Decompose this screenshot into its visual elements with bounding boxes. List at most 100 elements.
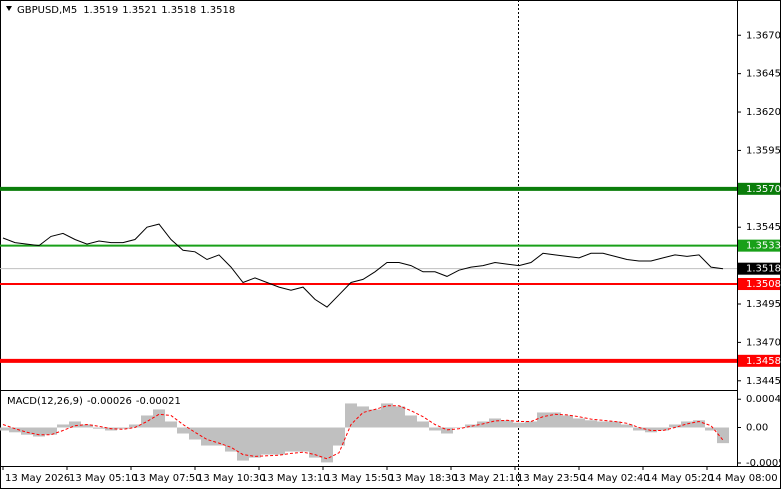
- menu-triangle[interactable]: [6, 6, 12, 11]
- x-tick-label: 13 May 13:10: [261, 473, 330, 484]
- current-price-label: 1.3518: [746, 264, 781, 275]
- macd-bar: [69, 421, 81, 428]
- y-tick-label: 0.00047: [746, 394, 781, 405]
- macd-bar: [0, 427, 9, 431]
- macd-bar: [141, 415, 153, 428]
- macd-bar: [297, 427, 309, 452]
- macd-bar: [177, 427, 189, 434]
- macd-bar: [189, 427, 201, 440]
- x-tick-label: 14 May 02:40: [581, 473, 650, 484]
- macd-bar: [9, 427, 21, 433]
- macd-bar: [561, 415, 573, 428]
- macd-bar: [369, 409, 381, 428]
- y-tick-label: 1.3470: [746, 337, 781, 348]
- macd-bar: [225, 427, 237, 452]
- x-tick-label: 13 May 15:50: [325, 473, 394, 484]
- macd-bar: [45, 427, 57, 435]
- macd-bar: [429, 427, 441, 431]
- macd-bar: [261, 427, 273, 455]
- macd-bar: [489, 418, 501, 428]
- macd-bar: [657, 427, 669, 431]
- macd-header: MACD(12,26,9) -0.00026 -0.00021: [7, 396, 181, 407]
- macd-bar: [81, 424, 93, 428]
- macd-bar: [201, 427, 213, 446]
- x-tick-label: 13 May 23:50: [517, 473, 586, 484]
- level-label-box: [738, 278, 780, 291]
- macd-bar: [249, 427, 261, 458]
- macd-bar: [537, 412, 549, 428]
- level-label-box: [738, 354, 780, 367]
- level-label-box: [738, 182, 780, 195]
- macd-bar: [513, 422, 525, 428]
- y-tick-label: 1.3545: [746, 222, 781, 233]
- high: 1.3521: [122, 5, 157, 16]
- x-tick-label: 14 May 05:20: [645, 473, 714, 484]
- macd-bar: [21, 427, 33, 435]
- macd-bar: [117, 427, 129, 429]
- macd-bar: [717, 427, 729, 444]
- macd-bar: [645, 427, 657, 433]
- x-tick-label: 13 May 18:30: [389, 473, 458, 484]
- macd-bar: [573, 418, 585, 428]
- macd-bar: [33, 427, 45, 437]
- x-tick-label: 13 May 10:30: [197, 473, 266, 484]
- macd-bar: [501, 420, 513, 428]
- y-tick-label: 1.3620: [746, 107, 781, 118]
- price-line: [2, 223, 724, 308]
- symbol: GBPUSD,M5: [17, 5, 77, 16]
- y-tick-label: 1.3595: [746, 145, 781, 156]
- macd-bar: [669, 424, 681, 428]
- macd-bar: [609, 421, 621, 428]
- y-tick-label: -0.00059: [746, 458, 781, 469]
- y-tick-label: 1.3445: [746, 376, 781, 387]
- macd-bar: [393, 406, 405, 428]
- macd-bar: [129, 424, 141, 428]
- macd-bar: [405, 415, 417, 428]
- macd-bar: [57, 424, 69, 428]
- macd-bar: [417, 421, 429, 428]
- macd-bar: [285, 427, 297, 452]
- close: 1.3518: [200, 5, 235, 16]
- macd-bar: [321, 427, 333, 463]
- macd-bar: [93, 427, 105, 429]
- current-price-box: [738, 262, 780, 275]
- level-label: 1.3533: [746, 241, 781, 252]
- y-tick-label: 1.3670: [746, 30, 781, 41]
- macd-bar: [237, 427, 249, 461]
- signal-value: -0.00021: [136, 396, 181, 407]
- y-tick-label: 0.00: [746, 422, 768, 433]
- macd-title: MACD(12,26,9): [7, 396, 83, 407]
- symbol-header: GBPUSD,M5 1.3519 1.3521 1.3518 1.3518: [17, 5, 235, 16]
- macd-bar: [621, 424, 633, 428]
- x-tick-label: 13 May 07:50: [133, 473, 202, 484]
- macd-bar: [525, 421, 537, 428]
- open: 1.3519: [83, 5, 118, 16]
- level-label: 1.3570: [746, 184, 781, 195]
- y-tick-label: 1.3645: [746, 69, 781, 80]
- level-label-box: [738, 239, 780, 252]
- x-tick-label: 13 May 21:10: [453, 473, 522, 484]
- macd-bar: [213, 427, 225, 446]
- x-tick-label: 13 May 2026: [5, 473, 70, 484]
- macd-bar: [153, 409, 165, 428]
- macd-bar: [309, 427, 321, 458]
- macd-bar: [705, 427, 717, 431]
- level-label: 1.3508: [746, 279, 781, 290]
- macd-bar: [549, 412, 561, 428]
- y-tick-label: 1.3495: [746, 299, 781, 310]
- macd-bar: [681, 421, 693, 428]
- macd-bar: [585, 420, 597, 428]
- macd-bar: [273, 427, 285, 455]
- level-label: 1.3458: [746, 356, 781, 367]
- macd-bar: [633, 427, 645, 431]
- macd-bar: [381, 403, 393, 428]
- macd-bar: [453, 427, 465, 428]
- x-tick-label: 14 May 08:00: [709, 473, 778, 484]
- macd-bar: [693, 420, 705, 428]
- macd-bar: [165, 421, 177, 428]
- macd-bar: [441, 427, 453, 434]
- low: 1.3518: [161, 5, 196, 16]
- macd-bar: [477, 421, 489, 428]
- macd-bar: [465, 424, 477, 428]
